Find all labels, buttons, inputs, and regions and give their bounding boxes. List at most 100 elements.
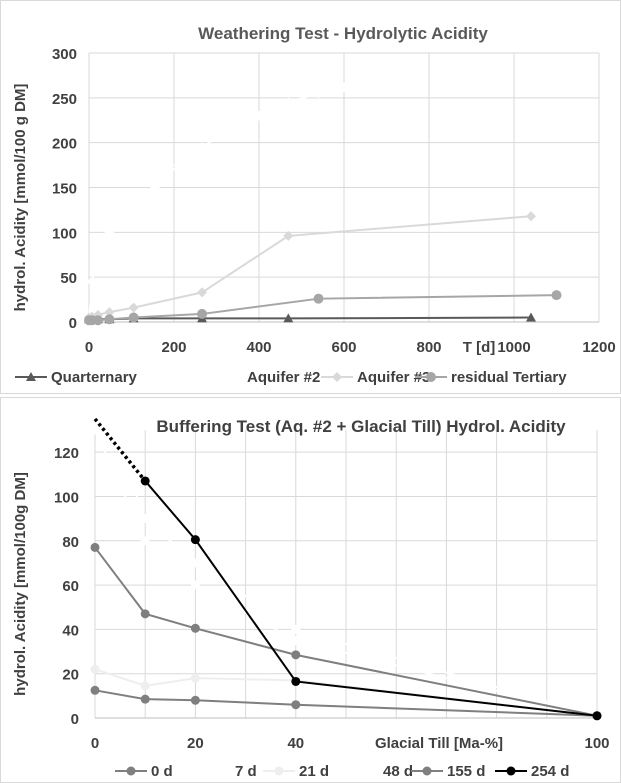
legend-marker	[332, 372, 342, 382]
y-tick-label: 200	[52, 136, 77, 153]
series-extension-dotted	[93, 417, 147, 483]
data-point	[291, 676, 301, 686]
series-residual-tertiary	[84, 290, 562, 326]
data-point	[104, 227, 115, 238]
data-point	[313, 88, 324, 99]
data-point	[90, 685, 100, 695]
data-point	[190, 695, 200, 705]
legend-label: 155 d	[447, 763, 485, 780]
y-tick-label: 300	[52, 46, 77, 63]
x-tick-label: 800	[416, 339, 441, 356]
data-point	[190, 580, 200, 590]
data-point	[104, 307, 115, 318]
legend-marker	[126, 766, 136, 776]
series-line	[88, 215, 532, 319]
y-tick-label: 0	[69, 315, 77, 332]
x-tick-label: 1200	[582, 339, 615, 356]
legend-marker	[426, 372, 436, 382]
buffering-chart-panel: 0 20 40 60 80 100 120 0 20 40 100 Buffering Test (A…	[0, 397, 621, 783]
y-tick-label: 150	[52, 181, 77, 198]
legend-marker	[222, 372, 232, 382]
data-point	[254, 110, 264, 121]
data-point	[291, 700, 301, 710]
weathering-chart-panel: Weathering Test - Hydrolytic Acidity 0 50 1…	[0, 0, 621, 394]
buffering-chart: 0 20 40 60 80 100 120 0 20 40 100 Buffering Test (A…	[12, 398, 610, 780]
data-point	[313, 293, 324, 304]
data-point	[283, 97, 294, 108]
data-point	[90, 425, 100, 435]
legend-marker	[506, 766, 516, 776]
series-line	[144, 480, 598, 717]
y-tick-label: 80	[62, 534, 79, 551]
data-point	[90, 542, 100, 552]
data-point	[551, 290, 562, 301]
data-point	[128, 209, 139, 220]
data-point	[197, 287, 208, 298]
legend-label: 7 d	[235, 763, 257, 780]
legend-label: 21 d	[299, 763, 329, 780]
data-point	[291, 624, 301, 634]
data-point	[173, 160, 184, 171]
x-tick-label: 600	[331, 339, 356, 356]
x-tick-label: 40	[287, 735, 304, 752]
y-tick-label: 20	[62, 667, 79, 684]
legend-marker	[210, 766, 220, 776]
x-tick-label: 0	[91, 735, 99, 752]
data-point	[190, 535, 200, 545]
data-point	[190, 673, 200, 683]
legend-marker	[274, 766, 284, 776]
data-point	[140, 694, 150, 704]
data-point	[140, 476, 150, 486]
series-aquifer-2	[84, 82, 349, 327]
series-254-d	[93, 417, 602, 721]
y-axis-label: hydrol. Acidity [mmol/100 g DM]	[12, 84, 29, 312]
series-line	[88, 86, 345, 323]
y-tick-label: 120	[54, 445, 79, 462]
data-point	[526, 312, 536, 322]
series-aquifer-3	[84, 211, 536, 323]
x-tick-label: 0	[85, 339, 93, 356]
x-tick-label: 1000	[497, 339, 530, 356]
data-point	[90, 664, 100, 674]
x-axis-label: Glacial Till [Ma-%]	[375, 735, 503, 752]
x-axis-label: T [d]	[463, 339, 495, 356]
data-point	[140, 681, 150, 691]
data-point	[86, 276, 97, 287]
legend-label: residual Tertiary	[451, 369, 567, 386]
legend-label: Quarternary	[51, 369, 138, 386]
y-tick-label: 50	[60, 270, 77, 287]
y-tick-label: 60	[62, 578, 79, 595]
data-point	[291, 650, 301, 660]
data-point	[128, 312, 139, 323]
chart-title: Weathering Test - Hydrolytic Acidity	[198, 24, 488, 43]
series-line	[89, 316, 532, 321]
data-point	[104, 314, 115, 325]
legend-label: Aquifer #3	[357, 369, 430, 386]
y-tick-label: 40	[62, 622, 79, 639]
data-point	[592, 711, 602, 721]
x-tick-label: 20	[187, 735, 204, 752]
y-tick-label: 250	[52, 91, 77, 108]
legend-label: 0 d	[151, 763, 173, 780]
x-tick-label: 400	[246, 339, 271, 356]
data-point	[339, 82, 349, 93]
data-point	[190, 558, 200, 568]
data-point	[291, 635, 301, 645]
x-tick-label: 200	[161, 339, 186, 356]
data-point	[128, 302, 139, 313]
data-point	[149, 182, 160, 193]
data-point	[140, 609, 150, 619]
y-tick-label: 100	[52, 225, 77, 242]
data-point	[224, 124, 235, 135]
data-point	[190, 623, 200, 633]
chart-title: Buffering Test (Aq. #2 + Glacial Till) H…	[156, 417, 566, 436]
legend-label: 48 d	[383, 763, 413, 780]
weathering-chart: Weathering Test - Hydrolytic Acidity 0 50 1…	[12, 24, 616, 386]
y-tick-label: 0	[71, 711, 79, 728]
legend-label: Aquifer #2	[247, 369, 320, 386]
legend-label: 254 d	[531, 763, 569, 780]
data-point	[526, 211, 536, 222]
data-point	[140, 514, 150, 524]
data-point	[92, 254, 103, 265]
data-point	[283, 230, 294, 241]
